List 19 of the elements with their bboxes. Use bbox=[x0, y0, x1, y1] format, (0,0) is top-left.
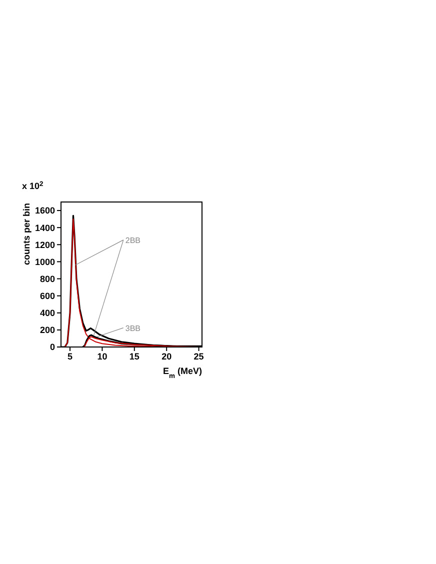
x-tick-label: 25 bbox=[194, 351, 204, 362]
y-tick-label: 0 bbox=[50, 342, 55, 352]
x-tick-label: 15 bbox=[129, 351, 140, 362]
y-tick-label: 200 bbox=[40, 325, 55, 336]
y-tick-label: 400 bbox=[40, 308, 55, 318]
y-tick-label: 800 bbox=[40, 274, 55, 284]
x-tick-label: 5 bbox=[68, 351, 73, 362]
annotation: 2BB bbox=[125, 236, 141, 245]
annotation: 3BB bbox=[125, 324, 141, 333]
y-axis-title: counts per bin bbox=[21, 202, 32, 265]
y-tick-label: 600 bbox=[40, 291, 55, 302]
x-tick-label: 10 bbox=[97, 351, 108, 362]
y-tick-label: 1600 bbox=[34, 206, 55, 216]
x-axis-title: E$_{m}$ (MeV) bbox=[162, 366, 202, 380]
x-tick-label: 20 bbox=[162, 351, 172, 362]
y-tick-label: 1200 bbox=[34, 240, 55, 250]
y-tick-label: 1000 bbox=[34, 256, 55, 267]
y-tick-label: 1400 bbox=[34, 222, 55, 233]
text: x 10$^{2}$ bbox=[22, 180, 44, 191]
